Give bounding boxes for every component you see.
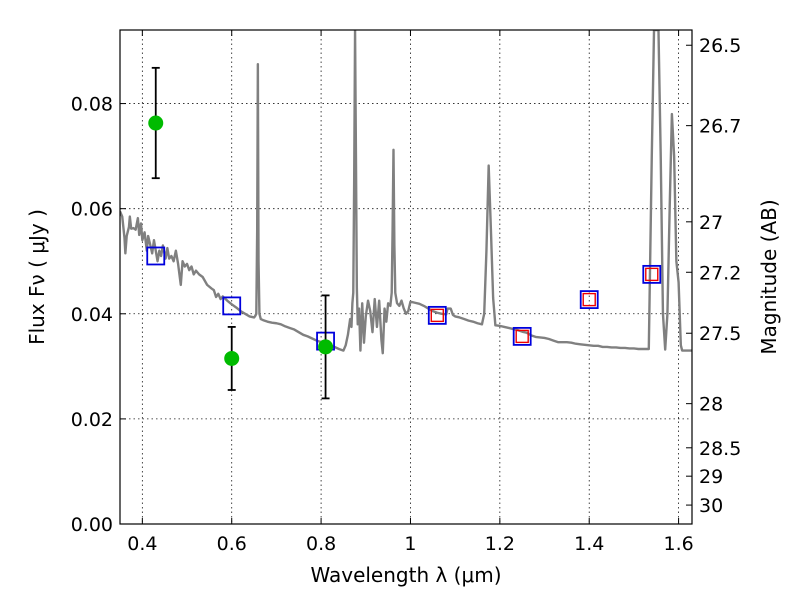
synthetic-flux-inner-marker <box>645 267 659 282</box>
y-tick-label: 0.06 <box>71 199 113 221</box>
mag-tick-label: 28.5 <box>699 438 741 460</box>
mag-tick-label: 27.2 <box>699 262 741 284</box>
y-tick-label: 0.00 <box>71 514 113 536</box>
observed-flux-point <box>224 350 240 366</box>
right-y-axis-label: Magnitude (AB) <box>757 199 781 354</box>
x-tick-label: 1 <box>404 533 416 555</box>
mag-tick-label: 26.7 <box>699 116 741 138</box>
x-tick-label: 1.6 <box>663 533 693 555</box>
synthetic-flux-inner-marker <box>515 329 529 344</box>
observed-flux-point <box>148 115 164 131</box>
x-tick-label: 1.2 <box>485 533 515 555</box>
y-axis-label: Flux Fν ( μJy ) <box>25 209 49 345</box>
model-spectrum-layer <box>120 30 692 355</box>
mag-tick-label: 29 <box>699 466 723 488</box>
synthetic-flux-marker <box>222 296 242 316</box>
mag-tick-label: 30 <box>699 495 723 517</box>
synthetic-flux-marker <box>642 264 662 284</box>
x-tick-label: 1.4 <box>574 533 604 555</box>
x-axis-label: Wavelength λ (μm) <box>310 563 501 587</box>
synthetic-flux-marker <box>579 290 599 309</box>
y-tick-label: 0.08 <box>71 94 113 116</box>
plot-frame <box>119 29 693 525</box>
mag-tick-label: 27 <box>699 212 723 234</box>
observed-flux-point <box>318 339 334 355</box>
mag-tick-label: 26.5 <box>699 35 741 57</box>
mag-tick-label: 28 <box>699 394 723 416</box>
mag-tick-label: 27.5 <box>699 323 741 345</box>
synthetic-flux-marker <box>512 326 532 346</box>
axis-layer: 0.4 0.6 0.8 1 1.2 1.4 1.6 0.00 0.02 0.04 0.06 0.08 2… <box>71 30 741 555</box>
synthetic-flux-inner-marker <box>582 292 596 307</box>
synthetic-flux-marker <box>427 305 447 325</box>
model-spectrum-line <box>120 30 692 355</box>
x-tick-label: 0.4 <box>127 533 157 555</box>
synthetic-flux-inner-marker <box>430 308 444 323</box>
synthetic-flux-marker <box>146 246 166 266</box>
x-tick-label: 0.6 <box>217 533 247 555</box>
observed-photometry-layer <box>148 66 334 400</box>
grid-layer <box>120 30 692 525</box>
synthetic-photometry-layer <box>146 246 662 351</box>
x-tick-label: 0.8 <box>306 533 336 555</box>
y-tick-label: 0.04 <box>71 304 113 326</box>
y-tick-label: 0.02 <box>71 409 113 431</box>
